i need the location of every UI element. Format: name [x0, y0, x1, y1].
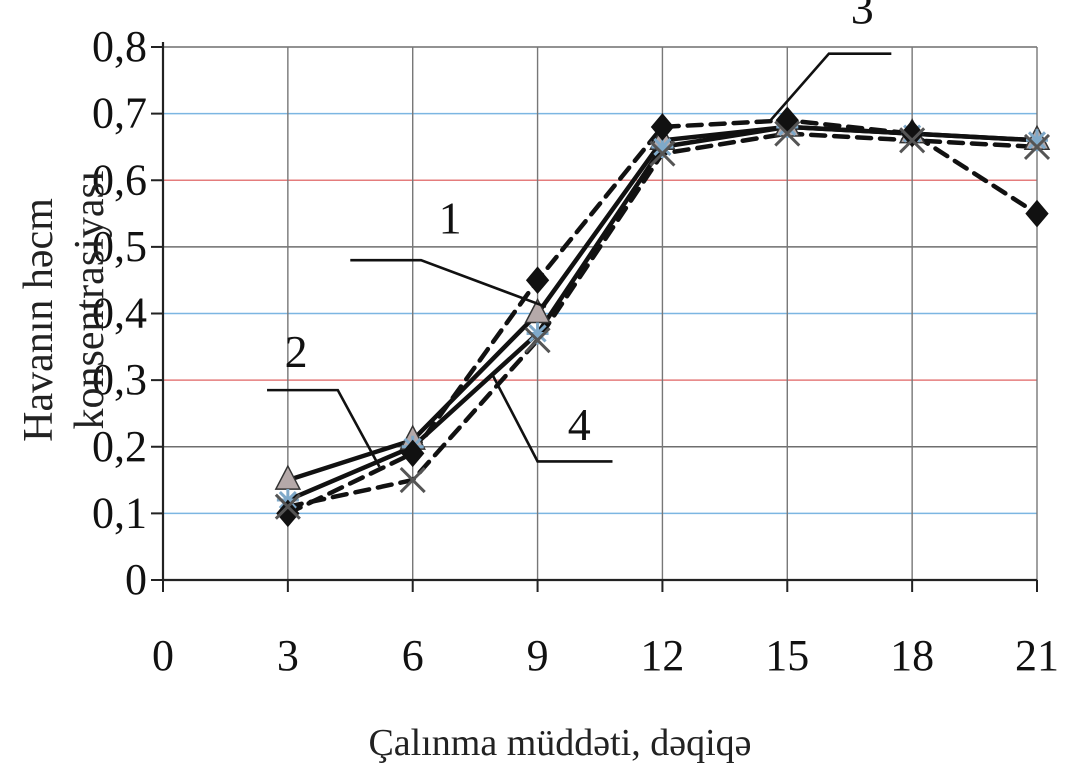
data-point-series-4	[1023, 133, 1051, 160]
data-point-series-2	[1026, 129, 1048, 152]
callout-leader-1	[350, 258, 547, 309]
x-tick-label: 15	[765, 631, 809, 680]
y-tick-label: 0	[125, 555, 147, 604]
y-tick-label: 0,1	[92, 488, 147, 537]
data-point-series-3	[900, 119, 924, 148]
x-tick-label: 12	[640, 631, 684, 680]
data-point-series-4	[274, 493, 301, 520]
data-point-series-4	[649, 140, 676, 167]
callout-leader-4	[490, 372, 613, 463]
y-tick-label: 0,7	[92, 89, 147, 138]
data-point-series-3	[276, 499, 300, 528]
series-group	[274, 106, 1051, 528]
x-tick-label: 21	[1015, 631, 1059, 680]
y-tick-label: 0,6	[92, 155, 147, 204]
x-tick-label: 18	[890, 631, 934, 680]
x-tick-label: 0	[152, 631, 174, 680]
x-tick-label: 3	[277, 631, 299, 680]
data-point-series-4	[899, 127, 926, 154]
x-axis-title: Çalınma müddəti, dəqiqə	[368, 722, 751, 764]
y-tick-label: 0,5	[92, 222, 147, 271]
x-tick-label: 9	[527, 631, 549, 680]
data-point-series-4	[774, 120, 801, 147]
data-point-series-4	[399, 467, 426, 494]
curve-label-3: 3	[851, 0, 874, 34]
data-point-series-3	[650, 113, 675, 141]
curve-label-2: 2	[285, 326, 308, 377]
x-tick-label: 6	[402, 631, 424, 680]
tick-labels: 00,10,20,30,40,50,60,70,80 3 6 9 12 15 18 21	[92, 22, 1059, 680]
data-point-series-3	[525, 266, 550, 294]
y-tick-label: 0,3	[92, 355, 147, 404]
curve-label-4: 4	[568, 399, 591, 450]
data-point-series-2	[651, 135, 674, 158]
curve-label-1: 1	[439, 193, 462, 244]
y-tick-label: 0,8	[92, 22, 147, 71]
curve-callouts: 1 2 3 4	[267, 0, 892, 468]
callout-leader-2	[267, 388, 381, 468]
axes	[151, 42, 1038, 592]
callout-leader-3	[769, 52, 892, 122]
data-point-series-3	[1025, 199, 1049, 228]
data-point-series-4	[524, 327, 551, 354]
data-point-series-3	[401, 439, 425, 468]
y-tick-label: 0,2	[92, 422, 147, 471]
y-tick-label: 0,4	[92, 289, 147, 338]
data-point-series-2	[526, 322, 549, 345]
y-axis-title-line2: konsentrasiyası	[67, 171, 113, 430]
y-axis-title-line1: Havanın həcm	[16, 198, 62, 442]
